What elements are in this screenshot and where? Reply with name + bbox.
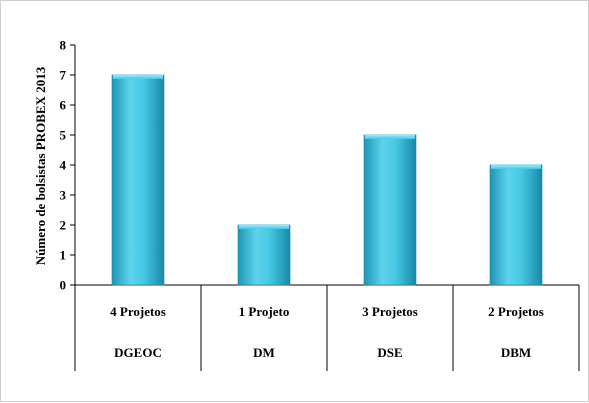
y-tick-label: 3 <box>60 188 67 203</box>
y-tick-label: 4 <box>60 158 67 173</box>
category-label: DSE <box>377 345 402 360</box>
bar-group <box>489 164 543 286</box>
y-tick-label: 2 <box>60 218 67 233</box>
category-label: DBM <box>501 345 531 360</box>
subcategory-label: 3 Projetos <box>362 304 418 319</box>
subcategory-label: 1 Projeto <box>239 304 290 319</box>
bar <box>489 164 543 286</box>
y-tick-label: 1 <box>60 248 67 263</box>
y-tick-label: 8 <box>60 38 67 53</box>
bar <box>111 74 165 286</box>
y-tick-label: 0 <box>60 278 67 293</box>
y-tick-label: 6 <box>60 98 67 113</box>
y-tick-label: 5 <box>60 128 67 143</box>
bar-highlight <box>365 135 415 139</box>
subcategory-label: 2 Projetos <box>488 304 544 319</box>
bar <box>237 224 291 286</box>
bar-highlight <box>239 225 289 229</box>
bar-group <box>237 224 291 286</box>
category-label: DGEOC <box>114 345 162 360</box>
bar-highlight <box>491 165 541 169</box>
category-label: DM <box>253 345 275 360</box>
y-tick-label: 7 <box>60 68 67 83</box>
bar-highlight <box>113 75 163 79</box>
y-axis-title: Número de bolsistas PROBEX 2013 <box>33 66 48 265</box>
bar-group <box>363 134 417 286</box>
bar <box>363 134 417 286</box>
subcategory-label: 4 Projetos <box>110 304 166 319</box>
bar-group <box>111 74 165 286</box>
